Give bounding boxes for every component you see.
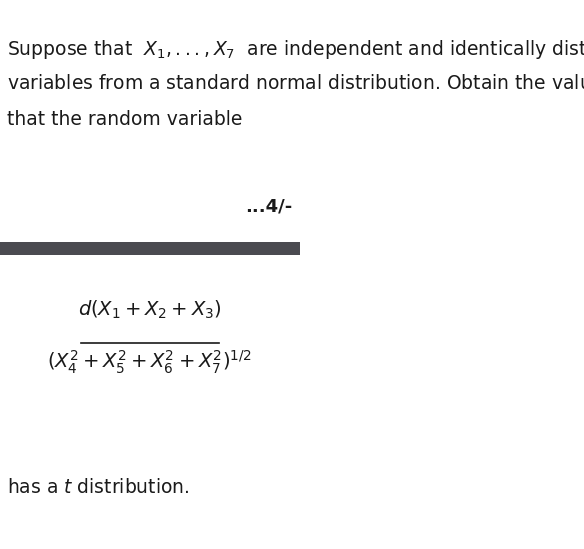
Text: $(X_4^2 + X_5^2 + X_6^2 + X_7^2)^{1/2}$: $(X_4^2 + X_5^2 + X_6^2 + X_7^2)^{1/2}$ <box>47 349 252 376</box>
Text: has a $t$ distribution.: has a $t$ distribution. <box>8 478 190 497</box>
Text: $d(X_1 + X_2 + X_3)$: $d(X_1 + X_2 + X_3)$ <box>78 299 222 321</box>
Bar <box>0 242 300 255</box>
Text: Suppose that  $X_1,...,X_7$  are independent and identically distributed random: Suppose that $X_1,...,X_7$ are independe… <box>8 38 584 61</box>
Text: variables from a standard normal distribution. Obtain the value of  $d$  so: variables from a standard normal distrib… <box>8 74 584 93</box>
Text: ...4/-: ...4/- <box>245 198 293 216</box>
Text: that the random variable: that the random variable <box>8 110 243 129</box>
